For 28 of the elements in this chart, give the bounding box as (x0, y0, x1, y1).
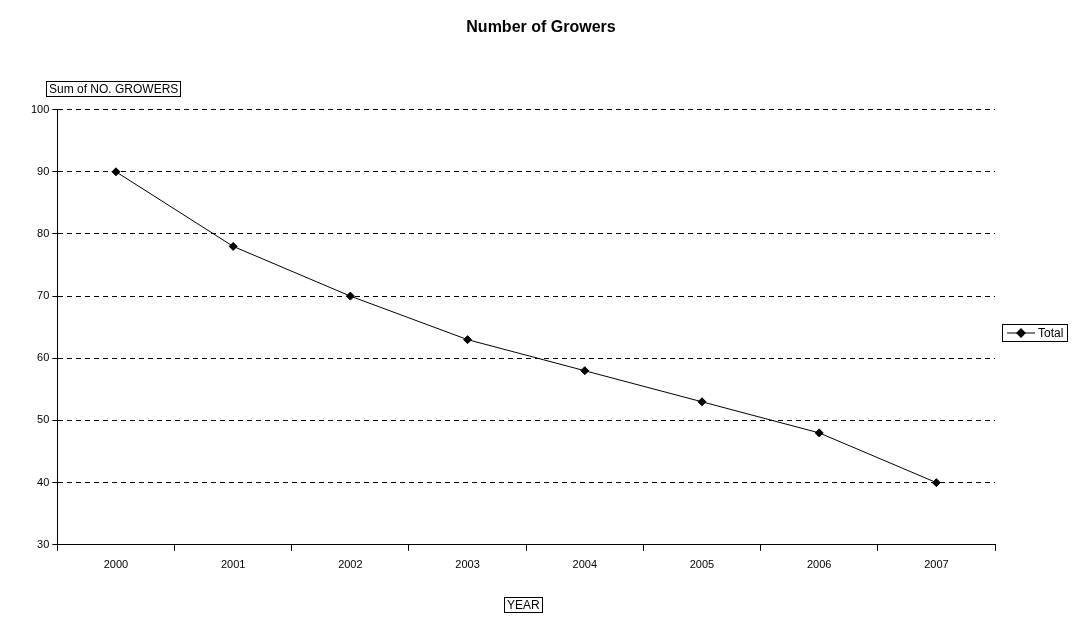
y-tick-label: 70 (37, 289, 50, 302)
x-tick-label: 2007 (924, 558, 949, 571)
legend-label: Total (1038, 326, 1064, 340)
y-tick-label: 100 (30, 102, 50, 115)
x-tick-label: 2006 (806, 558, 832, 571)
x-tick-label: 2003 (455, 558, 480, 571)
y-tick-label: 80 (37, 226, 50, 239)
point (463, 335, 473, 345)
point (697, 397, 707, 407)
x-axis-title: YEAR (504, 597, 543, 613)
y-tick-label: 30 (37, 537, 50, 550)
point (345, 291, 355, 301)
x-tick-label: 2005 (689, 558, 715, 571)
y-tick-label: 90 (37, 164, 50, 177)
y-tick-label: 40 (37, 475, 50, 488)
x-tick-label: 2004 (572, 558, 598, 571)
point (931, 478, 941, 488)
point (228, 241, 238, 251)
x-tick-label: 2000 (103, 558, 129, 571)
y-axis-title: Sum of NO. GROWERS (46, 81, 182, 97)
point (111, 167, 121, 177)
x-tick-label: 2001 (220, 558, 246, 571)
x-tick-label: 2002 (338, 558, 363, 571)
point (814, 428, 824, 438)
point (580, 366, 590, 376)
chart-title: Number of Growers (465, 18, 617, 36)
y-tick-label: 60 (37, 351, 50, 364)
y-tick-label: 50 (37, 413, 50, 426)
